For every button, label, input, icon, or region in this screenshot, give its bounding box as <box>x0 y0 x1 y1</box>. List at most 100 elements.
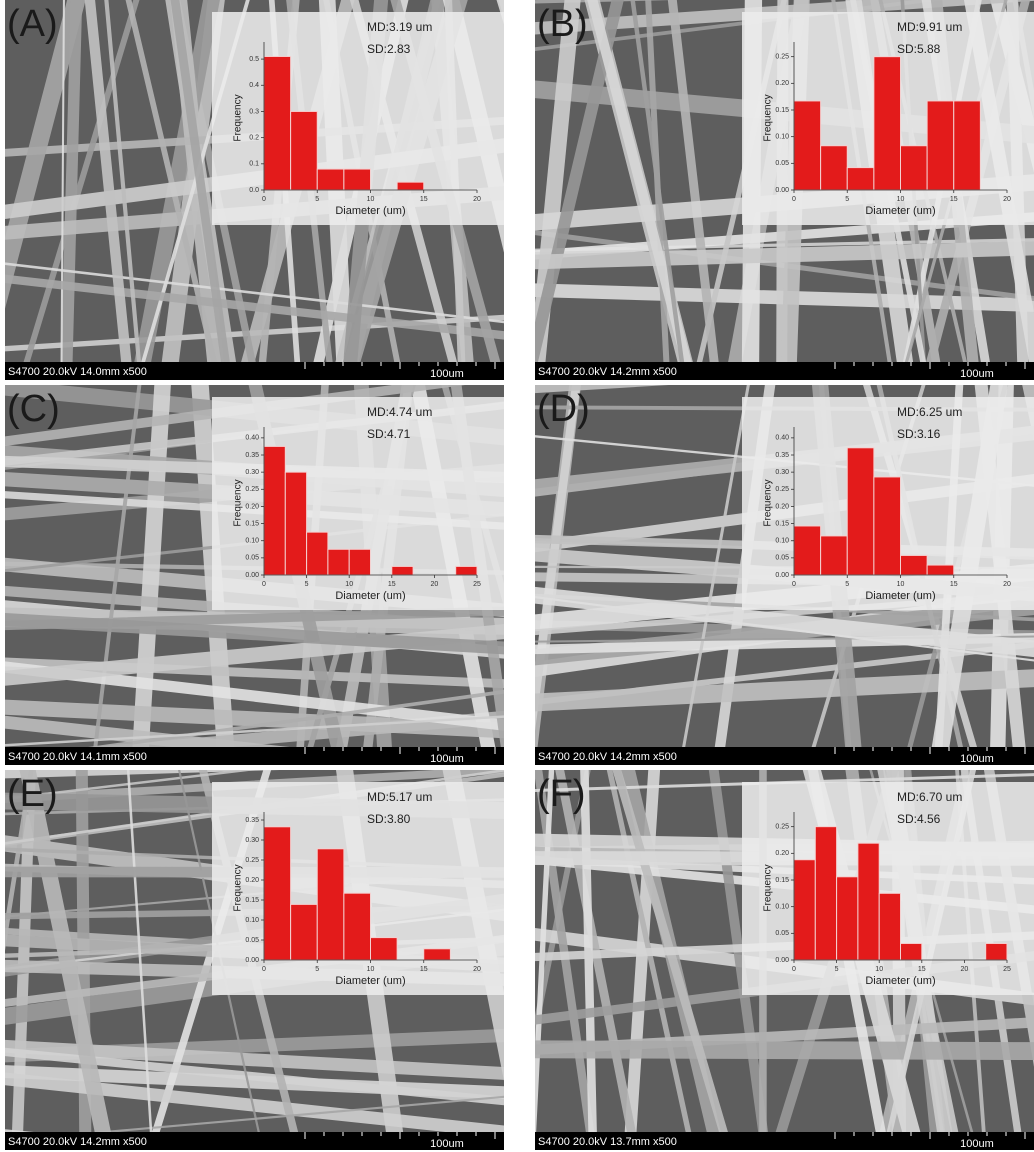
x-tick-label: 20 <box>1003 196 1011 203</box>
y-tick-label: 0.35 <box>245 817 259 824</box>
panel: S4700 20.0kV 14.2mm x500100um0.000.050.1… <box>440 0 1034 400</box>
y-tick-label: 0.05 <box>775 930 789 937</box>
y-tick-label: 0.00 <box>245 957 259 964</box>
bar <box>349 549 370 575</box>
x-tick-label: 20 <box>473 196 481 203</box>
annotation: MD:5.17 um <box>367 790 432 804</box>
x-tick-label: 0 <box>792 966 796 973</box>
x-axis-label: Diameter (um) <box>335 205 405 217</box>
y-tick-label: 0.10 <box>245 538 259 545</box>
x-tick-label: 5 <box>845 196 849 203</box>
annotation: SD:4.56 <box>897 812 941 826</box>
x-tick-label: 25 <box>1003 966 1011 973</box>
y-axis-label: Frequency <box>233 479 244 526</box>
annotation: SD:5.88 <box>897 42 941 56</box>
x-tick-label: 20 <box>1003 581 1011 588</box>
bar <box>986 943 1007 960</box>
y-tick-label: 0.05 <box>245 937 259 944</box>
bar <box>879 893 900 960</box>
bar <box>901 943 922 960</box>
scale-label: 100um <box>430 753 464 765</box>
x-tick-label: 10 <box>345 581 353 588</box>
y-tick-label: 0.35 <box>245 452 259 459</box>
scale-label: 100um <box>430 1138 464 1150</box>
annotation: MD:4.74 um <box>367 405 432 419</box>
x-tick-label: 15 <box>420 966 428 973</box>
x-tick-label: 10 <box>897 581 905 588</box>
panel: S4700 20.0kV 14.1mm x500 100um 0.00 0.05 0.1… <box>0 365 558 785</box>
sem-info: S4700 20.0kV 14.1mm x500 <box>8 751 147 763</box>
bar <box>371 938 398 960</box>
bar <box>847 168 874 190</box>
x-tick-label: 20 <box>961 966 969 973</box>
x-tick-label: 5 <box>835 966 839 973</box>
y-tick-label: 0.30 <box>775 469 789 476</box>
scale-label: 100um <box>960 1138 994 1150</box>
bar <box>264 446 285 575</box>
x-tick-label: 10 <box>897 196 905 203</box>
annotation: MD:9.91 um <box>897 20 962 34</box>
x-tick-label: 15 <box>388 581 396 588</box>
bar <box>456 566 477 575</box>
bar <box>344 893 371 960</box>
bar <box>291 111 318 190</box>
x-tick-label: 15 <box>950 581 958 588</box>
y-tick-label: 0.40 <box>245 435 259 442</box>
bar <box>815 827 836 960</box>
x-tick-label: 5 <box>305 581 309 588</box>
annotation: SD:3.80 <box>367 812 411 826</box>
annotation: MD:6.70 um <box>897 790 962 804</box>
y-tick-label: 0.5 <box>249 56 259 63</box>
y-tick-label: 0.3 <box>249 108 259 115</box>
x-tick-label: 0 <box>792 196 796 203</box>
scale-label: 100um <box>960 753 994 765</box>
sem-info: S4700 20.0kV 14.2mm x500 <box>538 751 677 763</box>
y-tick-label: 0.0 <box>249 187 259 194</box>
y-tick-label: 0.40 <box>775 435 789 442</box>
bar <box>285 472 306 575</box>
y-tick-label: 0.05 <box>775 555 789 562</box>
y-axis-label: Frequency <box>763 864 774 911</box>
x-tick-label: 15 <box>918 966 926 973</box>
y-tick-label: 0.25 <box>245 857 259 864</box>
y-tick-label: 0.20 <box>775 80 789 87</box>
x-tick-label: 20 <box>431 581 439 588</box>
y-tick-label: 0.00 <box>775 957 789 964</box>
y-tick-label: 0.15 <box>245 520 259 527</box>
y-axis-label: Frequency <box>233 94 244 141</box>
x-axis-label: Diameter (um) <box>865 205 935 217</box>
panel-label: (D) <box>537 388 590 430</box>
x-axis-label: Diameter (um) <box>335 975 405 987</box>
bar <box>317 849 344 960</box>
bar <box>307 532 328 575</box>
y-tick-label: 0.4 <box>249 82 259 89</box>
y-tick-label: 0.25 <box>775 486 789 493</box>
x-axis-label: Diameter (um) <box>865 975 935 987</box>
x-tick-label: 0 <box>262 966 266 973</box>
bar <box>901 555 928 575</box>
bar <box>397 182 424 190</box>
bar <box>874 477 901 575</box>
sem-info: S4700 20.0kV 13.7mm x500 <box>538 1136 677 1148</box>
panel: S4700 20.0kV 14.2mm x500100um0.000.050.1… <box>0 737 530 1152</box>
y-tick-label: 0.00 <box>775 572 789 579</box>
y-tick-label: 0.20 <box>245 877 259 884</box>
bar <box>794 860 815 960</box>
x-axis-label: Diameter (um) <box>865 590 935 602</box>
bar <box>927 565 954 575</box>
sem-info: S4700 20.0kV 14.0mm x500 <box>8 366 147 378</box>
figure: S4700 20.0kV 14.0mm x500100um0.00.10.20.… <box>0 0 1034 1152</box>
y-tick-label: 0.10 <box>775 134 789 141</box>
panel-label: (C) <box>7 388 60 430</box>
panel-label: (A) <box>7 3 58 45</box>
bar <box>821 536 848 575</box>
annotation: MD:3.19 um <box>367 20 432 34</box>
y-tick-label: 0.05 <box>245 555 259 562</box>
y-tick-label: 0.00 <box>245 572 259 579</box>
fiber <box>515 1049 1034 1051</box>
annotation: MD:6.25 um <box>897 405 962 419</box>
y-tick-label: 0.35 <box>775 452 789 459</box>
y-tick-label: 0.10 <box>245 917 259 924</box>
